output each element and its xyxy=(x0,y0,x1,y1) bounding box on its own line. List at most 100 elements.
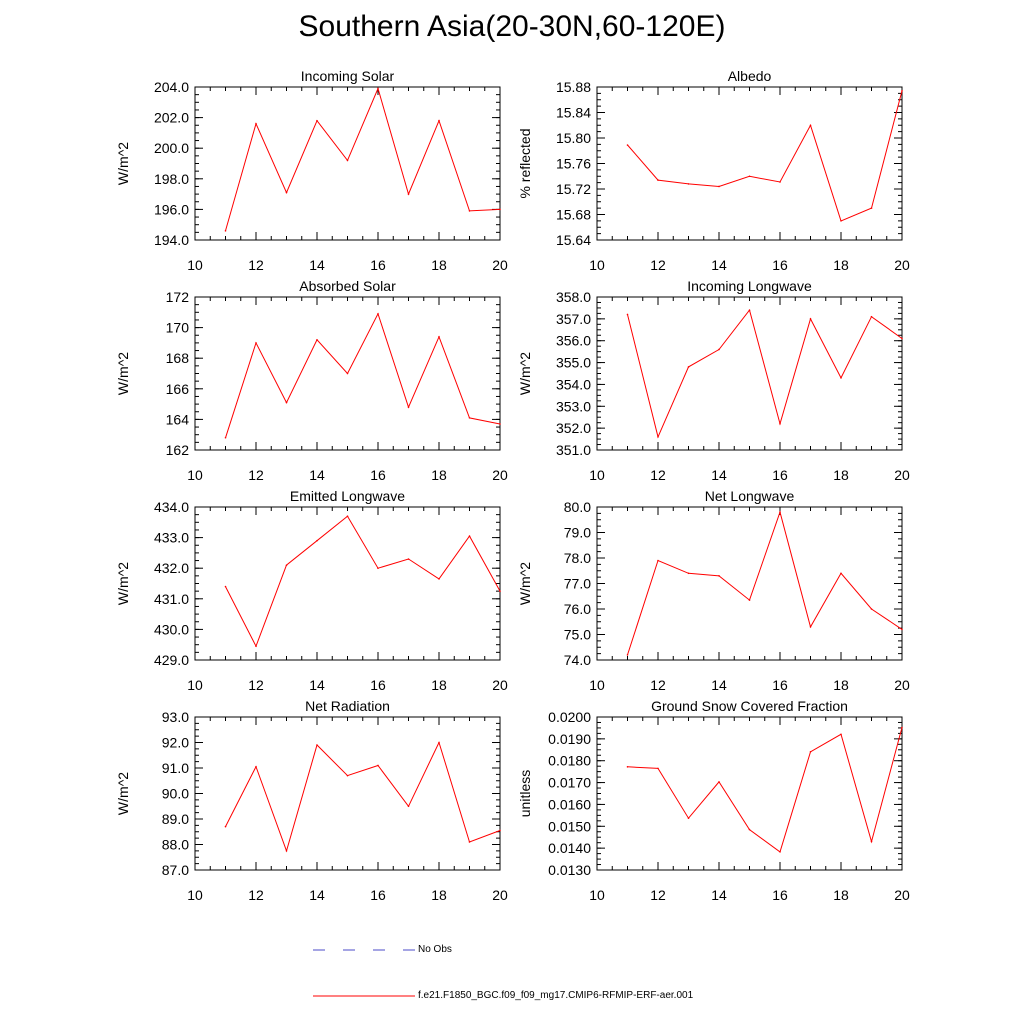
data-point xyxy=(748,599,751,601)
x-tick-label: 20 xyxy=(492,887,508,903)
y-tick-label: 352.0 xyxy=(556,420,591,436)
data-point xyxy=(316,744,318,746)
x-tick-label: 12 xyxy=(248,467,264,483)
data-point xyxy=(346,159,349,162)
series-line xyxy=(627,308,903,439)
data-point xyxy=(809,626,812,628)
data-point xyxy=(468,417,471,419)
legend xyxy=(313,949,415,997)
data-point xyxy=(285,564,288,566)
data-point xyxy=(438,741,440,744)
data-point xyxy=(626,654,629,656)
data-point xyxy=(901,337,903,340)
data-point xyxy=(901,726,903,729)
series-line xyxy=(225,312,501,438)
y-axis-label: W/m^2 xyxy=(115,352,131,395)
plot-frame xyxy=(596,506,903,661)
x-tick-label: 20 xyxy=(894,887,910,903)
data-point xyxy=(870,840,873,843)
x-tick-label: 18 xyxy=(431,467,447,483)
data-point xyxy=(626,144,629,146)
y-tick-label: 355.0 xyxy=(556,355,591,371)
y-tick-label: 358.0 xyxy=(556,289,591,305)
chart-panel-3: Absorbed Solar W/m^2 10 12 14 16 18 20 162 164 166… xyxy=(115,278,508,483)
data-point xyxy=(626,766,629,768)
data-point xyxy=(407,558,410,560)
data-point xyxy=(657,559,659,562)
y-tick-label: 0.0140 xyxy=(548,840,591,856)
x-tick-label: 20 xyxy=(894,257,910,273)
page-title: Southern Asia(20-30N,60-120E) xyxy=(298,10,726,43)
x-tick-label: 12 xyxy=(650,887,666,903)
data-point xyxy=(870,315,873,318)
y-tick-label: 202.0 xyxy=(154,110,189,126)
chart-panel-5: Emitted Longwave W/m^2 10 12 14 16 18 20 429.0 43… xyxy=(115,488,508,693)
data-point xyxy=(255,122,257,125)
y-tick-label: 78.0 xyxy=(564,550,591,566)
chart-title: Incoming Solar xyxy=(301,68,395,84)
data-point xyxy=(748,309,751,311)
plot-frame xyxy=(194,86,501,241)
y-tick-label: 356.0 xyxy=(556,333,591,349)
data-point xyxy=(346,774,349,777)
data-point xyxy=(224,585,227,588)
y-axis-label: W/m^2 xyxy=(115,562,131,605)
data-point xyxy=(779,181,781,183)
x-tick-label: 16 xyxy=(370,467,386,483)
data-point xyxy=(285,850,288,852)
x-tick-label: 18 xyxy=(431,677,447,693)
y-tick-label: 15.88 xyxy=(556,79,591,95)
y-tick-label: 168 xyxy=(166,350,190,366)
y-tick-label: 194.0 xyxy=(154,232,189,248)
chart-panel-1: Incoming Solar W/m^2 10 12 14 16 18 20 194.0 196.… xyxy=(115,68,508,273)
data-point xyxy=(809,124,812,127)
data-point xyxy=(657,767,659,770)
series-line xyxy=(627,90,903,222)
x-tick-label: 18 xyxy=(833,257,849,273)
data-point xyxy=(499,829,501,832)
chart-title: Albedo xyxy=(728,68,772,84)
chart-title: Emitted Longwave xyxy=(290,488,405,504)
x-tick-label: 20 xyxy=(894,467,910,483)
data-point xyxy=(316,539,318,542)
x-tick-label: 12 xyxy=(248,677,264,693)
y-tick-label: 75.0 xyxy=(564,627,591,643)
data-point xyxy=(438,578,440,580)
chart-title: Net Longwave xyxy=(705,488,795,504)
y-tick-label: 354.0 xyxy=(556,376,591,392)
data-point xyxy=(718,575,720,577)
y-tick-label: 198.0 xyxy=(154,171,189,187)
y-tick-label: 74.0 xyxy=(564,652,591,668)
y-tick-label: 0.0200 xyxy=(548,709,591,725)
data-point xyxy=(407,406,410,408)
data-point xyxy=(687,183,690,185)
data-point xyxy=(748,828,751,831)
x-tick-label: 18 xyxy=(431,257,447,273)
data-point xyxy=(255,765,257,768)
y-tick-label: 0.0170 xyxy=(548,775,591,791)
data-point xyxy=(870,608,873,610)
x-tick-label: 14 xyxy=(711,677,727,693)
data-point xyxy=(377,764,379,767)
y-tick-label: 0.0190 xyxy=(548,731,591,747)
chart-title: Incoming Longwave xyxy=(687,278,812,294)
data-point xyxy=(407,805,410,808)
data-point xyxy=(779,851,781,853)
y-tick-label: 76.0 xyxy=(564,601,591,617)
y-tick-label: 15.64 xyxy=(556,232,591,248)
y-tick-label: 15.76 xyxy=(556,156,591,172)
data-point xyxy=(316,339,318,341)
y-tick-label: 0.0130 xyxy=(548,862,591,878)
y-tick-label: 166 xyxy=(166,381,190,397)
data-point xyxy=(346,515,349,517)
y-axis-label: W/m^2 xyxy=(517,352,533,395)
y-tick-label: 170 xyxy=(166,320,190,336)
y-tick-label: 164 xyxy=(166,411,190,427)
y-tick-label: 172 xyxy=(166,289,190,305)
y-axis-label: W/m^2 xyxy=(115,142,131,185)
x-tick-label: 16 xyxy=(772,677,788,693)
data-point xyxy=(687,572,690,575)
y-tick-label: 200.0 xyxy=(154,140,189,156)
series-line xyxy=(225,741,501,853)
